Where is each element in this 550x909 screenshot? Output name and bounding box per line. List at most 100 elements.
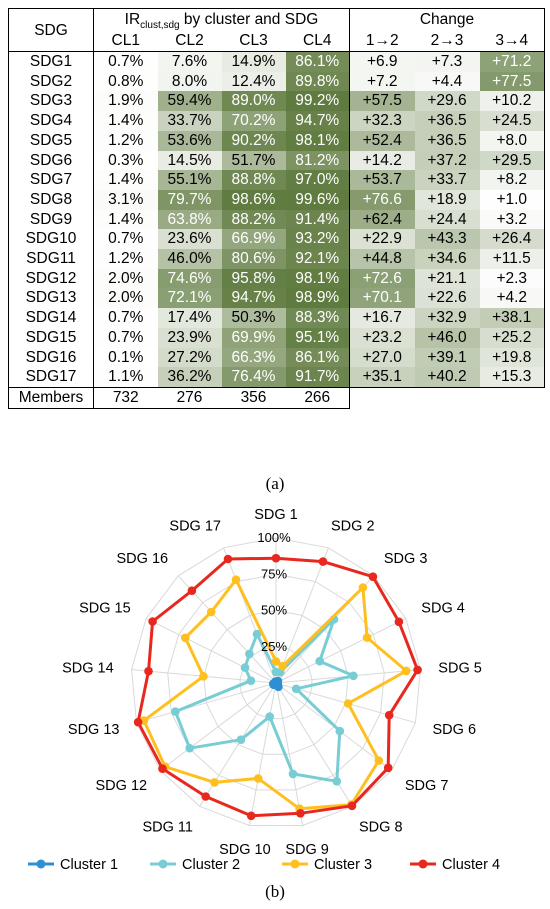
- cluster-value-cell: 86.1%: [285, 51, 350, 72]
- data-point: [185, 743, 194, 753]
- change-value-cell: +22.9: [349, 229, 415, 250]
- cluster-value-cell: 76.4%: [221, 367, 286, 388]
- change-value-cell: +37.2: [414, 150, 480, 171]
- radar-tick-label: 25%: [261, 639, 287, 654]
- data-point: [315, 656, 325, 666]
- data-point: [236, 735, 246, 744]
- data-point: [133, 717, 143, 727]
- change-value-cell: +36.5: [414, 130, 480, 151]
- table-row: SDG5 1.2% 53.6% 90.2% 98.1% +52.4 +36.5 +8.0: [8, 130, 545, 151]
- cluster-value-cell: 55.1%: [157, 170, 222, 190]
- header-cl4: CL4: [285, 30, 350, 52]
- data-point: [246, 676, 256, 685]
- radar-category-label: SDG 13: [68, 722, 120, 738]
- legend-label: Cluster 1: [60, 857, 118, 873]
- legend-swatch-marker: [418, 859, 428, 869]
- series-line-cluster-3: [142, 578, 408, 811]
- data-point: [144, 666, 153, 676]
- cluster-value-cell: 33.7%: [157, 111, 222, 131]
- data-point: [158, 764, 167, 773]
- radar-category-label: SDG 3: [384, 551, 428, 567]
- change-value-cell: +16.7: [349, 308, 415, 328]
- change-value-cell: +32.9: [414, 308, 480, 328]
- panel-b-label: (b): [265, 882, 285, 901]
- cluster-value-cell: 1.4%: [93, 111, 158, 131]
- radar-category-label: SDG 17: [169, 518, 221, 534]
- legend-label: Cluster 3: [314, 857, 372, 873]
- radar-tick-label: 75%: [261, 566, 287, 581]
- radar-spoke: [248, 682, 277, 826]
- data-point: [265, 712, 275, 721]
- cluster-value-cell: 27.2%: [157, 347, 222, 368]
- legend-swatch-marker: [36, 859, 46, 869]
- change-value-cell: +15.3: [479, 367, 545, 388]
- change-value-cell: +43.3: [414, 229, 480, 250]
- cluster-value-cell: 1.2%: [93, 130, 158, 151]
- cluster-value-cell: 81.2%: [285, 150, 350, 171]
- members-value: 356: [221, 386, 286, 409]
- cluster-value-cell: 0.8%: [93, 71, 158, 92]
- cluster-value-cell: 99.6%: [285, 189, 350, 210]
- radar-category-label: SDG 1: [254, 507, 298, 523]
- sdg-label: SDG17: [8, 367, 94, 388]
- sdg-label: SDG11: [8, 249, 94, 269]
- header-cl2: CL2: [157, 30, 222, 52]
- members-row: Members 732 276 356 266: [8, 386, 545, 409]
- change-value-cell: +4.2: [479, 288, 545, 309]
- cluster-value-cell: 1.4%: [93, 209, 158, 230]
- cluster-value-cell: 94.7%: [285, 111, 350, 131]
- cluster-value-cell: 90.2%: [221, 130, 286, 151]
- header-change: Change: [349, 8, 545, 30]
- panel-a-label: (a): [265, 474, 285, 493]
- change-value-cell: +29.6: [414, 91, 480, 112]
- change-value-cell: +36.5: [414, 111, 480, 131]
- data-point: [223, 554, 233, 564]
- cluster-value-cell: 3.1%: [93, 189, 158, 210]
- data-point: [245, 649, 254, 659]
- radar-category-label: SDG 4: [421, 601, 465, 617]
- table-row: SDG6 0.3% 14.5% 51.7% 81.2% +14.2 +37.2 +29.5: [8, 150, 545, 171]
- data-point: [148, 617, 157, 626]
- data-point: [384, 710, 394, 720]
- sdg-label: SDG8: [8, 189, 94, 210]
- data-point: [210, 778, 219, 787]
- cluster-value-cell: 69.9%: [221, 327, 286, 348]
- cluster-value-cell: 1.9%: [93, 91, 158, 112]
- cluster-value-cell: 2.0%: [93, 288, 158, 309]
- cluster-value-cell: 97.0%: [285, 170, 350, 190]
- header-change-1: 1→2: [349, 30, 415, 52]
- data-point: [318, 557, 328, 566]
- cluster-value-cell: 59.4%: [157, 91, 222, 112]
- cluster-value-cell: 99.2%: [285, 91, 350, 112]
- radar-spoke: [275, 617, 407, 684]
- change-value-cell: +38.1: [479, 308, 545, 328]
- radar-spoke: [275, 682, 304, 826]
- change-value-cell: +57.5: [349, 91, 415, 112]
- change-value-cell: +29.5: [479, 150, 545, 171]
- table-row: SDG4 1.4% 33.7% 70.2% 94.7% +32.3 +36.5 +24.5: [8, 111, 545, 131]
- change-value-cell: +35.1: [349, 367, 415, 388]
- data-point: [271, 677, 280, 686]
- table-row: SDG17 1.1% 36.2% 76.4% 91.7% +35.1 +40.2 +15.3: [8, 367, 545, 388]
- cluster-value-cell: 79.7%: [157, 189, 222, 210]
- data-point: [413, 665, 422, 675]
- data-point: [246, 811, 256, 821]
- data-point: [394, 617, 404, 627]
- change-value-cell: +77.5: [479, 71, 545, 92]
- sdg-label: SDG13: [8, 288, 94, 309]
- table-row: SDG13 2.0% 72.1% 94.7% 98.9% +70.1 +22.6 +4.2: [8, 288, 545, 309]
- change-value-cell: +6.9: [349, 51, 415, 72]
- members-value: 276: [157, 386, 222, 409]
- cluster-value-cell: 70.2%: [221, 111, 286, 131]
- cluster-value-cell: 17.4%: [157, 308, 222, 328]
- change-value-cell: +76.6: [349, 189, 415, 210]
- data-point: [401, 666, 411, 676]
- cluster-value-cell: 88.3%: [285, 308, 350, 328]
- change-value-cell: +24.4: [414, 209, 480, 230]
- sdg-label: SDG4: [8, 111, 94, 131]
- data-point: [335, 726, 345, 736]
- legend-label: Cluster 2: [182, 857, 240, 873]
- cluster-value-cell: 95.1%: [285, 327, 350, 348]
- radar-grid-ring: [131, 537, 421, 826]
